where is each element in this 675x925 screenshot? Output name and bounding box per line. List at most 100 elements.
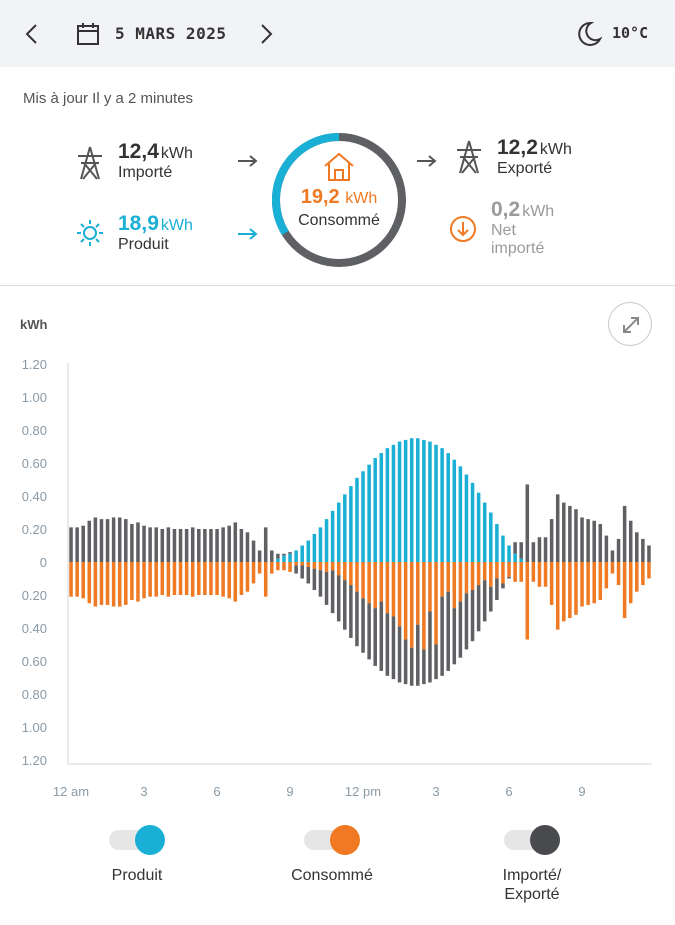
consumed-bar [373,562,377,609]
import-bar [172,529,177,562]
export-bar [428,611,432,683]
consumed-bar [604,562,609,589]
consumed-bar [476,562,481,586]
grid-toggle[interactable] [504,825,560,855]
produced-bar [501,535,505,562]
export-bar [336,575,341,622]
y-tick-label: 1.20 [22,753,47,768]
produced-bar [324,519,329,562]
produced-toggle[interactable] [109,825,165,855]
consumed-bar [464,562,469,594]
legend-grid[interactable]: Importé/ Exporté [472,825,592,904]
consumed-bar [361,562,365,599]
calendar-icon[interactable] [76,22,100,46]
house-icon [324,152,354,181]
imported-value: 12,4 [118,140,159,163]
consumed-bar [105,562,110,605]
consumed-bar [519,562,523,582]
export-bar [458,601,463,658]
consumed-bar [130,562,134,600]
import-bar [130,524,134,562]
import-bar [105,519,110,562]
consumed-bar [628,562,633,604]
consumed-bar [306,562,311,567]
export-bar [385,613,390,676]
consumed-bar [501,562,505,584]
x-tick-label: 6 [505,784,512,799]
selected-date[interactable]: 5 MARS 2025 [115,24,227,43]
import-bar [124,519,128,562]
produced-bar [373,458,377,562]
export-bar [391,616,396,680]
import-bar [178,529,183,562]
import-bar [610,550,615,562]
consumed-bar [403,562,408,640]
consumed-bar [422,562,426,650]
produced-bar [300,545,304,562]
consumed-bar [75,562,79,597]
y-tick-label: 0.40 [22,489,47,504]
consumed-bar [69,562,73,597]
consumed-bar [99,562,104,605]
import-bar [69,527,73,562]
produced-value: 18,9 [118,212,159,235]
export-bar [300,565,304,579]
expand-icon [623,317,639,333]
legend-consumed-label: Consommé [291,867,373,884]
consumed-bar [610,562,615,574]
x-tick-label: 9 [578,784,585,799]
export-bar [324,571,329,605]
import-bar [641,538,645,562]
moon-icon [578,21,603,46]
export-bar [397,626,402,683]
consumed-bar [458,562,463,602]
legend-produced[interactable]: Produit [77,825,197,885]
produced-bar [446,453,450,562]
export-bar [343,580,347,630]
consumed-bar [324,562,329,572]
import-bar [586,519,590,562]
consumed-bar [580,562,584,607]
expand-chart-button[interactable] [608,302,652,346]
import-bar [562,502,566,562]
export-bar [373,608,377,666]
import-bar [598,524,603,562]
consumed-bar [142,562,146,599]
import-bar [221,527,225,562]
next-day-button[interactable] [252,19,280,49]
import-bar [555,494,560,562]
consumed-bar [452,562,457,609]
produced-bar [361,471,365,562]
produced-bar [422,439,426,562]
export-bar [367,603,371,660]
legend-consumed[interactable]: Consommé [272,825,392,885]
consumed-toggle[interactable] [304,825,360,855]
export-bar [489,586,493,612]
consumed-bar [312,562,317,569]
export-bar [409,647,414,686]
y-tick-label: 0.80 [22,423,47,438]
produced-bar [403,439,408,562]
consumed-bar [525,562,530,640]
import-bar [647,545,651,562]
import-bar [190,527,195,562]
consumed-bar [537,562,542,587]
consumed-bar [288,562,292,572]
import-bar [628,520,633,562]
sun-icon [77,220,103,246]
import-bar [136,522,140,562]
y-tick-label: 0.60 [22,456,47,471]
consumed-bar [428,562,432,612]
import-bar [635,532,639,562]
consumed-bar [184,562,189,595]
export-bar [355,591,359,647]
export-bar [495,578,499,600]
import-bar [263,527,268,562]
consumed-bar [154,562,158,597]
previous-day-button[interactable] [18,19,46,49]
consumed-bar [221,562,225,597]
x-tick-label: 3 [432,784,439,799]
exported-label: Exporté [497,160,553,177]
consumed-bar [647,562,651,579]
imported-label: Importé [118,164,173,181]
